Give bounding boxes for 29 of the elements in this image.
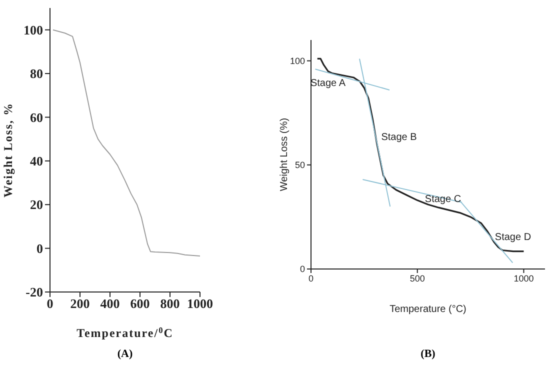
y-tick-label: 50 [294,160,305,170]
y-axis-title: Weight Loss, % [1,102,15,198]
y-tick-label: 100 [24,22,43,38]
annotation: Stage D [494,232,532,243]
y-tick-label: 100 [290,56,305,66]
x-tick-label: 1000 [187,296,213,312]
text: (B) [420,348,436,360]
x-tick-label: 600 [130,296,150,312]
x-tick-label: 0 [46,296,54,312]
y-tick-label: -20 [26,284,43,300]
x-axis-title: Temperature (°C) [390,304,466,315]
x-tick-label: 1000 [514,273,534,284]
x-tick-label: 0 [308,273,314,284]
annotation: Stage A [310,78,346,89]
x-tick-label: 500 [410,273,425,284]
y-tick-label: 20 [30,197,43,212]
y-tick-label: 60 [30,110,43,125]
annotation: Stage B [381,132,418,143]
x-tick-label: 400 [100,296,120,312]
y-axis-title: Weight Loss (%) [279,118,290,192]
y-tick-label: 0 [300,264,305,274]
text: (A) [116,348,134,360]
x-axis-title: Temperature/$^{0}$C [76,326,174,340]
annotation: Stage C [424,194,462,205]
y-tick-label: 0 [36,240,43,256]
y-tick-label: 80 [30,66,43,82]
x-tick-label: 200 [70,296,90,312]
y-tick-label: 40 [30,154,43,169]
x-tick-label: 800 [160,296,180,312]
